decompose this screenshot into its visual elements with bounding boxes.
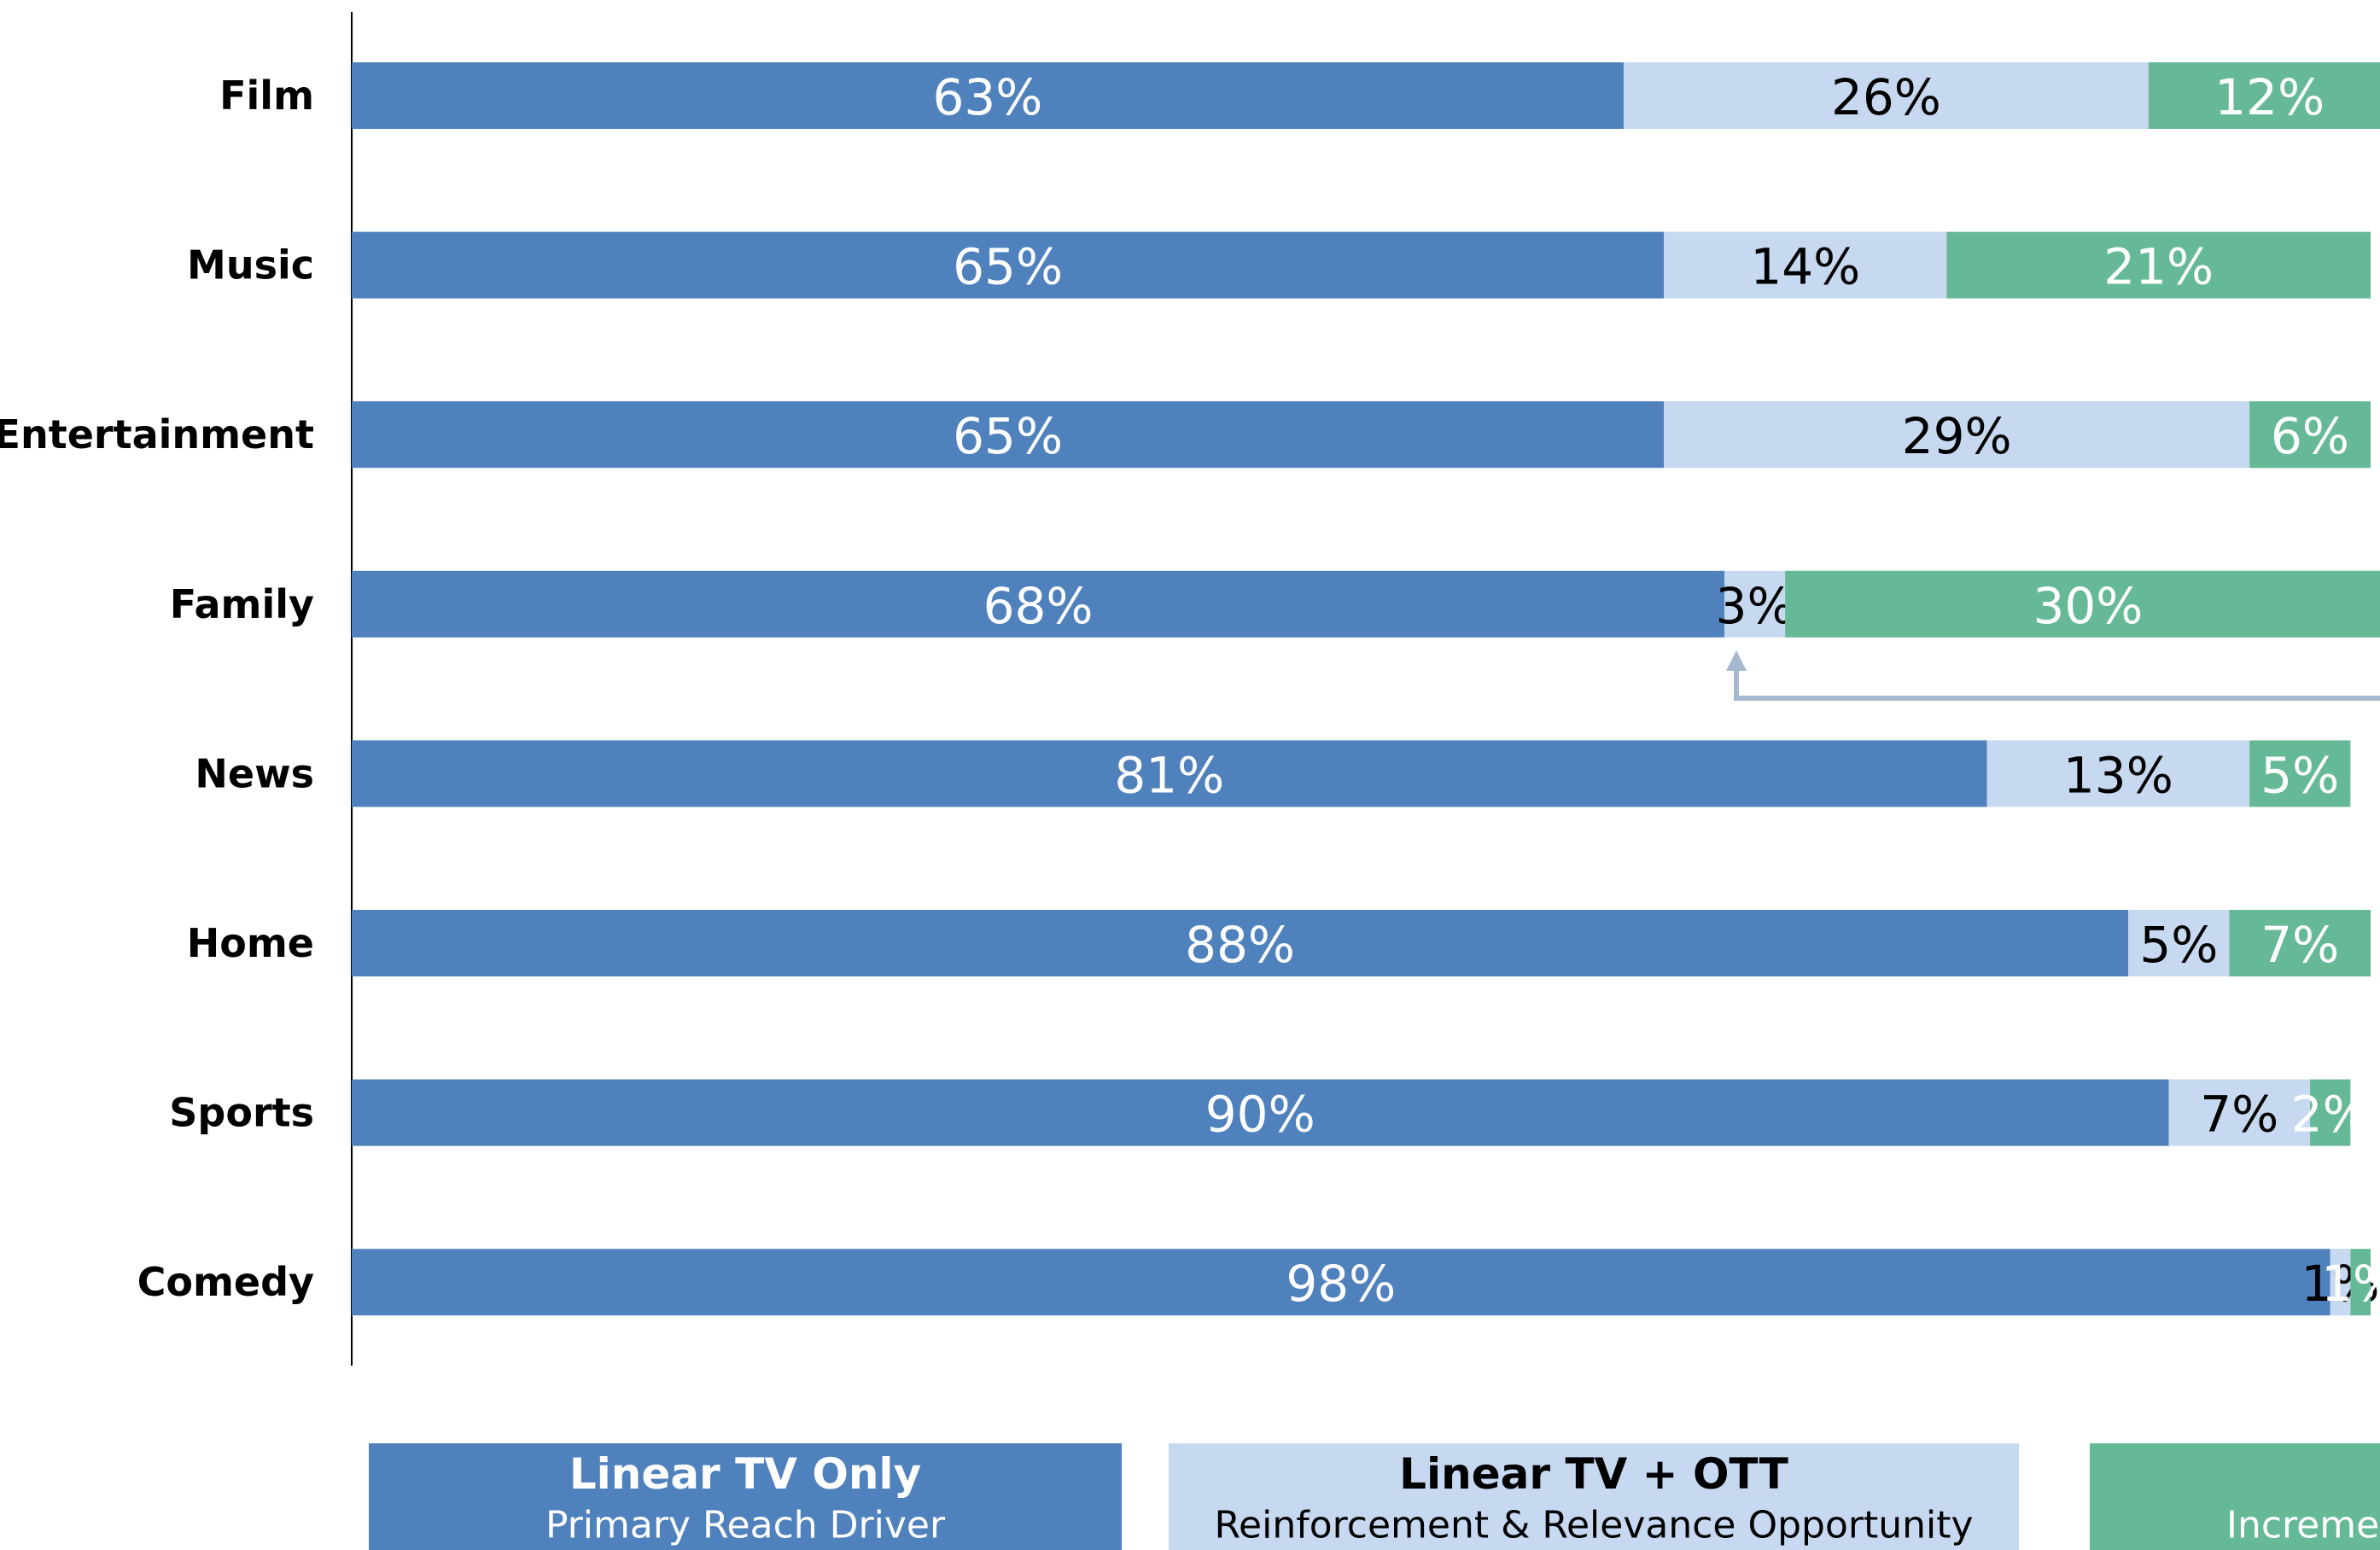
value-label: 7% — [2200, 1086, 2278, 1144]
value-label: 3% — [1716, 577, 1794, 635]
bar-segment — [1785, 570, 2380, 638]
bar-segment — [2128, 910, 2230, 976]
value-label: 5% — [2139, 916, 2218, 974]
bar-segment — [1946, 231, 2371, 299]
bar-segment — [352, 231, 1665, 299]
value-label: 12% — [2214, 68, 2325, 126]
bar-segment — [2249, 401, 2371, 469]
category-label: Comedy — [137, 1259, 314, 1305]
category-label: Family — [170, 581, 314, 627]
value-label: 88% — [1185, 916, 1295, 974]
category-label: Sports — [169, 1090, 314, 1136]
value-label: 6% — [2271, 407, 2349, 465]
annotation-arrow — [1726, 650, 2380, 701]
legend-box — [369, 1443, 1122, 1550]
bar-segment — [2249, 740, 2351, 807]
value-label: 98% — [1286, 1255, 1396, 1313]
category-label: Film — [219, 73, 314, 119]
bar-segment — [2330, 1249, 2351, 1316]
value-label: 65% — [953, 407, 1063, 465]
value-label: 29% — [1902, 407, 2012, 465]
value-label: 5% — [2260, 746, 2339, 804]
category-label: News — [195, 750, 314, 796]
bar-segment — [1664, 231, 1947, 299]
bar-segment — [352, 740, 1987, 807]
value-label: 90% — [1205, 1086, 1315, 1144]
bar-segment — [2168, 1079, 2311, 1146]
bar-segment — [352, 62, 1624, 129]
legend-subtitle: Reinforcement & Relevance Opportunity — [1214, 1504, 1973, 1547]
value-label: 21% — [2103, 238, 2214, 296]
bar-segment — [352, 570, 1725, 638]
legend-subtitle: Increme — [2226, 1504, 2379, 1547]
value-label: 63% — [933, 68, 1043, 126]
bar-segment — [1986, 740, 2250, 807]
value-label: 30% — [2033, 577, 2143, 635]
legend-box — [2090, 1443, 2380, 1550]
legend-subtitle: Primary Reach Driver — [545, 1504, 946, 1547]
value-label: 68% — [983, 577, 1094, 635]
value-label: 2% — [2291, 1086, 2370, 1144]
value-label: 13% — [2063, 746, 2173, 804]
value-label: 81% — [1114, 746, 1224, 804]
value-label: 26% — [1831, 68, 1941, 126]
bar-segment — [352, 1079, 2169, 1146]
category-label: Home — [187, 920, 314, 966]
bar-segment — [2148, 62, 2380, 129]
legend-title: Linear TV Only — [569, 1449, 921, 1499]
legend-box — [1169, 1443, 2019, 1550]
category-label: Music — [187, 242, 314, 288]
value-label: 1% — [2321, 1255, 2380, 1313]
bar-segment — [1623, 62, 2149, 129]
bar-segment — [2350, 1249, 2371, 1316]
bar-segment — [352, 910, 2129, 976]
bar-segment — [352, 401, 1665, 469]
value-label: 14% — [1750, 238, 1860, 296]
bar-segment — [1664, 401, 2250, 469]
bar-segment — [2310, 1079, 2351, 1146]
value-label: 7% — [2260, 916, 2339, 974]
bar-segment — [1724, 570, 1786, 638]
category-label: Entertainment — [0, 411, 314, 457]
bar-segment — [352, 1249, 2330, 1316]
bar-segment — [2229, 910, 2371, 976]
value-label: 65% — [953, 238, 1063, 296]
legend-title: Linear TV + OTT — [1399, 1449, 1788, 1499]
